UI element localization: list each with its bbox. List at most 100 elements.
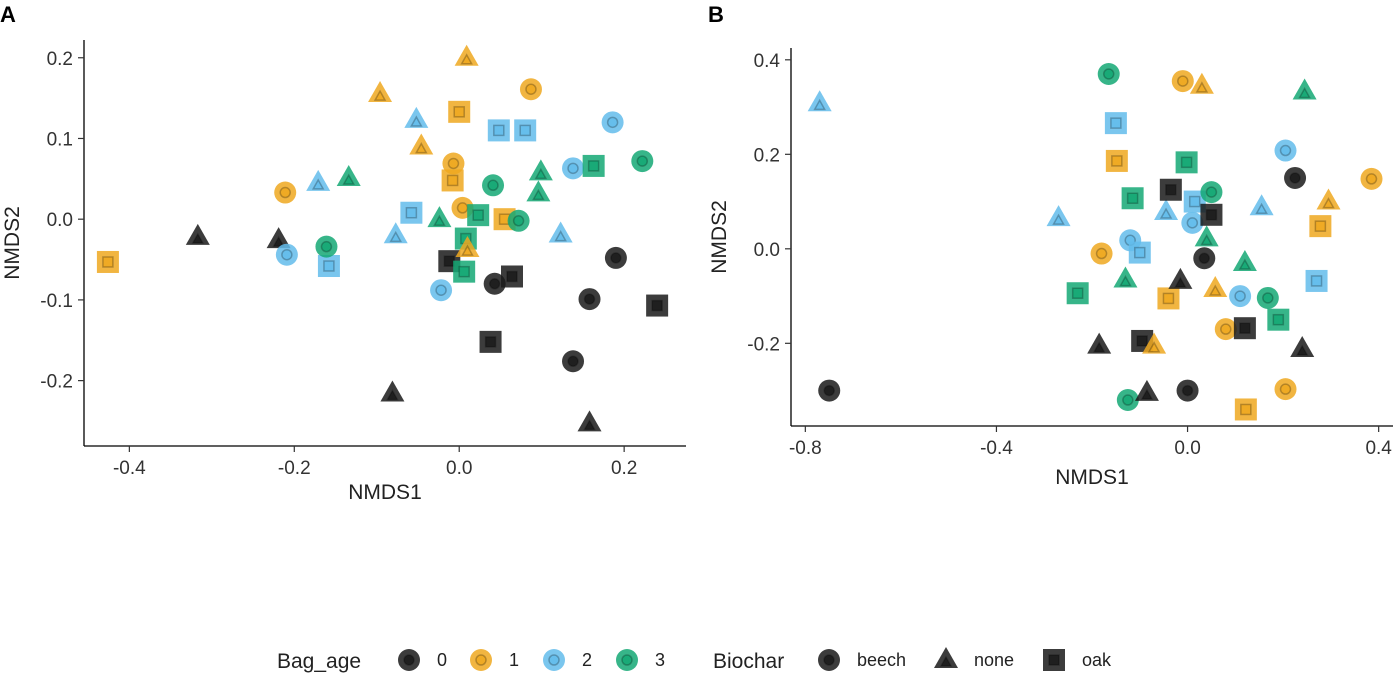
panel-b-point-age3-oak	[1267, 308, 1290, 331]
panel-a-point-age2-oak	[514, 119, 537, 142]
panel-b-point-age1-none	[1142, 332, 1167, 354]
panel-b-point-age1-oak	[1309, 215, 1332, 238]
panel-a-x-tick-label: 0.2	[611, 458, 637, 479]
panel-a-x-tick-label: -0.2	[278, 458, 311, 479]
panel-a-point-age3-beech	[507, 209, 530, 232]
panel-a-y-tick-label: -0.1	[40, 291, 73, 312]
panel-b-point-age1-oak	[1157, 287, 1180, 310]
panel-a-point-age2-beech	[601, 111, 624, 134]
panel-a-point-age0-beech	[578, 288, 601, 311]
legend-label-age-1: 1	[509, 650, 519, 670]
panel-a-point-age3-oak	[467, 204, 490, 227]
legend-label-age-3: 3	[655, 650, 665, 670]
panel-b-point-age3-oak	[1121, 187, 1144, 210]
panel-a-point-age2-none	[404, 106, 429, 128]
legend-bag-age-title: Bag_age	[277, 650, 361, 673]
legend-key-biochar-none	[934, 646, 958, 668]
panel-a-point-age0-beech	[562, 350, 585, 373]
panel-a-x-tick-label: -0.4	[113, 458, 146, 479]
panel-b-point-age1-beech	[1214, 318, 1237, 341]
panel-b-x-tick-label: -0.8	[789, 438, 822, 459]
panel-b-point-age3-none	[1194, 225, 1219, 247]
panel-a-point-age1-none	[454, 44, 479, 66]
panel-a-point-age0-oak	[500, 265, 523, 288]
panel-a-point-age3-none	[526, 180, 551, 202]
panel-b-point-age2-none	[1249, 194, 1274, 216]
panel-b-y-tick-label: 0.0	[754, 240, 780, 261]
legend-key-age-0	[398, 649, 420, 671]
panel-b-point-age0-none	[1290, 335, 1315, 357]
panel-b-point-age1-beech	[1171, 70, 1194, 93]
panel-a-point-age0-oak	[479, 330, 502, 353]
panel-a-x-tick-label: 0.0	[446, 458, 472, 479]
panel-b-point-age0-beech	[1284, 166, 1307, 189]
panel-a-y-tick-label: 0.0	[47, 210, 73, 231]
legend-label-biochar-none: none	[974, 650, 1014, 670]
legend-key-biochar-beech	[818, 649, 840, 671]
panel-a-point-age1-none	[409, 133, 434, 155]
panel-b-point-age2-none	[807, 90, 832, 112]
panel-b-y-tick-label: 0.2	[754, 145, 780, 166]
panel-b-point-age0-oak	[1233, 317, 1256, 340]
panel-a-y-axis-title: NMDS2	[1, 206, 24, 280]
panel-a-point-age2-oak	[487, 119, 510, 142]
panel-a-point-age1-none	[368, 81, 393, 103]
panel-a-point-age3-none	[336, 165, 361, 187]
panel-a-point-age3-oak	[582, 154, 605, 177]
panel-b-point-age0-none	[1168, 267, 1193, 289]
panel-a-point-age2-none	[306, 169, 331, 191]
panel-a-point-age2-beech	[430, 279, 453, 302]
panel-a-point-age3-beech	[315, 235, 338, 258]
panel-a-point-age2-beech	[275, 243, 298, 266]
legend-key-age-2	[543, 649, 565, 671]
panel-b-point-age1-oak	[1234, 398, 1257, 421]
panel-a-point-age1-beech	[442, 152, 465, 175]
panel-b-point-age2-oak	[1128, 241, 1151, 264]
panel-b-point-age2-none	[1046, 205, 1071, 227]
legend-key-age-1	[470, 649, 492, 671]
panel-b-y-axis-title: NMDS2	[708, 200, 731, 274]
panel-a-point-age1-oak	[441, 169, 464, 192]
panel-b-point-age2-none	[1154, 198, 1179, 220]
panel-a-point-age2-oak	[317, 255, 340, 278]
panel-a-label: A	[0, 2, 16, 27]
legend-key-biochar-oak	[1043, 649, 1065, 671]
legend: Bag_age 0 1 2 3 Biochar beech none oak	[277, 646, 1112, 673]
panel-b-point-age2-beech	[1229, 285, 1252, 308]
panel-a-point-age3-oak	[453, 260, 476, 283]
panel-b-point-age0-oak	[1200, 203, 1223, 226]
panel-b-point-age2-oak	[1305, 269, 1328, 292]
panel-a-point-age1-none	[455, 236, 480, 258]
panel-a-point-age0-none	[380, 380, 405, 402]
panel-b-point-age0-oak	[1159, 178, 1182, 201]
panel-b-point-age1-beech	[1360, 167, 1383, 190]
legend-label-biochar-oak: oak	[1082, 650, 1112, 670]
legend-label-age-2: 2	[582, 650, 592, 670]
panel-a: A -0.4 -0.2 0.0 0.2-0.2-0.10.00.10.2 NMDS1 …	[0, 2, 686, 504]
panel-b-point-age1-beech	[1274, 378, 1297, 401]
panel-b-point-age0-beech	[1193, 247, 1216, 270]
panel-b-point-age2-oak	[1104, 112, 1127, 135]
panel-a-y-tick-label: 0.2	[47, 49, 73, 70]
panel-b-point-age0-beech	[818, 379, 841, 402]
panel-b-x-tick-label: 0.4	[1365, 438, 1392, 459]
panel-b-point-age3-beech	[1116, 389, 1139, 412]
panel-b-point-age3-beech	[1097, 62, 1120, 85]
panel-a-point-age3-beech	[482, 174, 505, 197]
panel-b-point-age3-none	[1292, 78, 1317, 100]
panel-a-point-age0-oak	[646, 294, 669, 317]
panel-b-point-age3-beech	[1200, 181, 1223, 204]
panel-b-point-age3-none	[1113, 266, 1138, 288]
panel-a-point-age0-none	[185, 223, 210, 245]
panel-a-y-tick-label: -0.2	[40, 372, 73, 393]
panel-b-point-age1-oak	[1105, 149, 1128, 172]
panel-a-point-age3-beech	[631, 150, 654, 173]
panel-b-point-age1-none	[1189, 72, 1214, 94]
legend-key-age-3	[616, 649, 638, 671]
panel-a-point-age0-none	[577, 410, 602, 432]
panel-a-point-age3-none	[427, 206, 452, 228]
legend-label-biochar-beech: beech	[857, 650, 906, 670]
panel-b-y-tick-label: 0.4	[754, 51, 781, 72]
panel-a-point-age0-beech	[604, 246, 627, 269]
panel-b-point-age1-none	[1203, 275, 1228, 297]
